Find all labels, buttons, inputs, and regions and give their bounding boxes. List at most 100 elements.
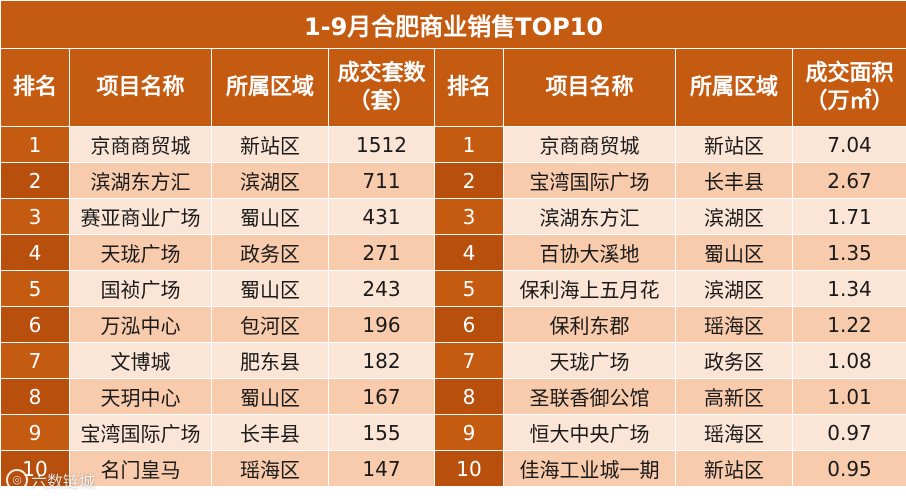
rank-right: 1 <box>434 126 504 163</box>
header-area: 成交面积 （万㎡） <box>792 48 906 127</box>
rank-right: 7 <box>434 342 504 379</box>
table-row: 4 天珑广场 政务区 271 4 百协大溪地 蜀山区 1.35 <box>0 234 906 271</box>
volume-value: 167 <box>328 378 435 415</box>
district-left: 蜀山区 <box>211 378 329 415</box>
project-left: 文博城 <box>69 342 212 379</box>
project-right: 百协大溪地 <box>503 234 676 271</box>
header-area-line1: 成交面积 <box>805 60 894 86</box>
project-left: 滨湖东方汇 <box>69 162 212 199</box>
header-district-left: 所属区域 <box>211 48 329 127</box>
volume-value: 711 <box>328 162 435 199</box>
district-left: 滨湖区 <box>211 162 329 199</box>
area-value: 1.34 <box>792 270 906 307</box>
header-project-left: 项目名称 <box>69 48 212 127</box>
header-project-right: 项目名称 <box>503 48 676 127</box>
district-right: 新站区 <box>675 126 793 163</box>
rank-left: 3 <box>0 198 70 235</box>
table-row: 3 赛亚商业广场 蜀山区 431 3 滨湖东方汇 滨湖区 1.71 <box>0 198 906 235</box>
district-right: 瑶海区 <box>675 414 793 451</box>
header-row: 排名 项目名称 所属区域 成交套数 （套） 排名 项目名称 所属区域 成交面积 … <box>0 48 906 127</box>
project-right: 佳海工业城一期 <box>503 450 676 487</box>
district-right: 瑶海区 <box>675 306 793 343</box>
project-left: 天珑广场 <box>69 234 212 271</box>
table-row: 7 文博城 肥东县 182 7 天珑广场 政务区 1.08 <box>0 342 906 379</box>
area-value: 1.22 <box>792 306 906 343</box>
volume-value: 182 <box>328 342 435 379</box>
rank-left: 5 <box>0 270 70 307</box>
header-volume: 成交套数 （套） <box>328 48 435 127</box>
table-row: 10 名门皇马 瑶海区 147 10 佳海工业城一期 新站区 0.95 <box>0 450 906 487</box>
header-volume-line1: 成交套数 <box>337 60 426 86</box>
volume-value: 1512 <box>328 126 435 163</box>
area-value: 2.67 <box>792 162 906 199</box>
rank-right: 9 <box>434 414 504 451</box>
project-right: 京商商贸城 <box>503 126 676 163</box>
area-value: 1.71 <box>792 198 906 235</box>
district-right: 长丰县 <box>675 162 793 199</box>
header-rank-left: 排名 <box>0 48 70 127</box>
rank-left: 7 <box>0 342 70 379</box>
district-right: 滨湖区 <box>675 270 793 307</box>
project-right: 滨湖东方汇 <box>503 198 676 235</box>
header-volume-line2: （套） <box>348 88 415 114</box>
project-left: 名门皇马 <box>69 450 212 487</box>
district-right: 高新区 <box>675 378 793 415</box>
district-left: 蜀山区 <box>211 270 329 307</box>
header-rank-right: 排名 <box>434 48 504 127</box>
rank-left: 4 <box>0 234 70 271</box>
district-right: 蜀山区 <box>675 234 793 271</box>
rank-right: 10 <box>434 450 504 487</box>
project-right: 保利东郡 <box>503 306 676 343</box>
area-value: 7.04 <box>792 126 906 163</box>
rank-right: 5 <box>434 270 504 307</box>
title-row: 1-9月合肥商业销售TOP10 <box>0 0 906 49</box>
district-right: 新站区 <box>675 450 793 487</box>
header-area-line2: （万㎡） <box>805 88 894 114</box>
area-value: 1.01 <box>792 378 906 415</box>
volume-value: 271 <box>328 234 435 271</box>
rank-right: 6 <box>434 306 504 343</box>
area-value: 0.95 <box>792 450 906 487</box>
table-row: 2 滨湖东方汇 滨湖区 711 2 宝湾国际广场 长丰县 2.67 <box>0 162 906 199</box>
rank-left: 1 <box>0 126 70 163</box>
project-right: 天珑广场 <box>503 342 676 379</box>
rank-right: 2 <box>434 162 504 199</box>
table-row: 5 国祯广场 蜀山区 243 5 保利海上五月花 滨湖区 1.34 <box>0 270 906 307</box>
district-left: 包河区 <box>211 306 329 343</box>
rank-right: 4 <box>434 234 504 271</box>
volume-value: 196 <box>328 306 435 343</box>
district-left: 蜀山区 <box>211 198 329 235</box>
volume-value: 147 <box>328 450 435 487</box>
table-row: 6 万泓中心 包河区 196 6 保利东郡 瑶海区 1.22 <box>0 306 906 343</box>
project-right: 圣联香御公馆 <box>503 378 676 415</box>
project-left: 宝湾国际广场 <box>69 414 212 451</box>
project-left: 国祯广场 <box>69 270 212 307</box>
district-left: 瑶海区 <box>211 450 329 487</box>
rank-left: 10 <box>0 450 70 487</box>
area-value: 0.97 <box>792 414 906 451</box>
district-left: 肥东县 <box>211 342 329 379</box>
rank-left: 6 <box>0 306 70 343</box>
rank-right: 3 <box>434 198 504 235</box>
project-right: 恒大中央广场 <box>503 414 676 451</box>
rank-left: 8 <box>0 378 70 415</box>
volume-value: 243 <box>328 270 435 307</box>
volume-value: 155 <box>328 414 435 451</box>
district-right: 滨湖区 <box>675 198 793 235</box>
district-right: 政务区 <box>675 342 793 379</box>
table-row: 9 宝湾国际广场 长丰县 155 9 恒大中央广场 瑶海区 0.97 <box>0 414 906 451</box>
table-title: 1-9月合肥商业销售TOP10 <box>0 0 906 49</box>
area-value: 1.35 <box>792 234 906 271</box>
table-row: 8 天玥中心 蜀山区 167 8 圣联香御公馆 高新区 1.01 <box>0 378 906 415</box>
header-district-right: 所属区域 <box>675 48 793 127</box>
project-right: 宝湾国际广场 <box>503 162 676 199</box>
district-left: 新站区 <box>211 126 329 163</box>
rank-right: 8 <box>434 378 504 415</box>
area-value: 1.08 <box>792 342 906 379</box>
project-left: 赛亚商业广场 <box>69 198 212 235</box>
volume-value: 431 <box>328 198 435 235</box>
ranking-table: 1-9月合肥商业销售TOP10 排名 项目名称 所属区域 成交套数 （套） 排名… <box>0 0 906 487</box>
project-left: 万泓中心 <box>69 306 212 343</box>
rank-left: 2 <box>0 162 70 199</box>
